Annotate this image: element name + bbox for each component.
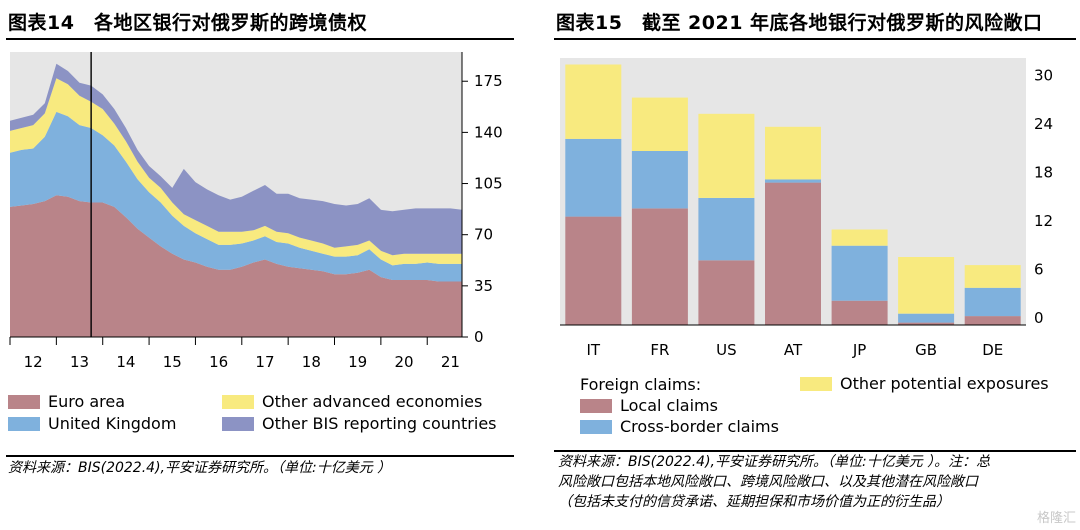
legend-swatch	[800, 376, 832, 391]
local-claims-bar	[698, 260, 755, 325]
cross-border-claims-bar	[831, 245, 888, 301]
other-potential-exposures-bar	[765, 126, 821, 180]
legend-cross-border: Cross-border claims	[580, 417, 779, 436]
y-tick-label: 18	[1034, 163, 1053, 181]
legend-swatch	[8, 416, 40, 431]
legend-label: Other potential exposures	[840, 374, 1049, 393]
local-claims-bar	[565, 216, 622, 325]
left-chart-panel: 图表14 各地区银行对俄罗斯的跨境债权 0 35 70 105 140 175 12 13 14…	[0, 0, 520, 530]
x-tick-label: FR	[650, 341, 669, 359]
area-chart: 0 35 70 105 140 175 12 13 14 15 16 17 18 19 20 21	[9, 52, 503, 371]
united-kingdom-area	[10, 111, 462, 282]
x-tick-label: US	[716, 341, 737, 359]
title-rule	[6, 38, 514, 40]
legend-label: Local claims	[620, 396, 718, 415]
y-tick-label: 0	[474, 328, 484, 346]
legend-other-advanced: Other advanced economies	[222, 392, 482, 411]
cross-border-claims-bar	[631, 151, 688, 209]
source-line: 风险敞口包括本地风险敞口、跨境风险敞口、以及其他潜在风险敞口	[558, 474, 978, 490]
x-tick-label: DE	[982, 341, 1003, 359]
legend-other-bis: Other BIS reporting countries	[222, 414, 497, 433]
other-potential-exposures-bar	[831, 229, 888, 246]
other-potential-exposures-bar	[698, 113, 755, 198]
y-tick-label: 30	[1034, 66, 1053, 84]
x-tick-label: 12	[24, 353, 43, 371]
legend-title: Foreign claims:	[580, 375, 702, 394]
legend-united-kingdom: United Kingdom	[8, 414, 176, 433]
legend-swatch	[222, 394, 254, 409]
x-tick-label: AT	[784, 341, 803, 359]
x-tick-label: 15	[163, 353, 182, 371]
euro-area-area	[10, 195, 462, 337]
legend-label: United Kingdom	[48, 414, 177, 433]
chart-title: 图表15 截至 2021 年底各地银行对俄罗斯的风险敞口	[556, 12, 1043, 34]
other-potential-exposures-bar	[565, 64, 622, 139]
local-claims-bar	[898, 322, 955, 325]
bar-chart: IT FR US AT JP GB DE 0 6 12 18 24 30	[560, 58, 1053, 359]
x-tick-label: 16	[209, 353, 228, 371]
source-line: 资料来源：BIS(2022.4),平安证券研究所。（单位:十亿美元 ）。注：总	[558, 454, 991, 470]
local-claims-bar	[831, 300, 888, 325]
x-tick-label: 17	[255, 353, 274, 371]
legend-swatch	[580, 398, 612, 413]
other-advanced-economies-area	[10, 78, 462, 266]
source-line: （包括未支付的信贷承诺、延期担保和市场价值为正的衍生品）	[558, 494, 950, 510]
cross-border-claims-bar	[765, 179, 821, 183]
watermark: 格隆汇	[1036, 511, 1076, 526]
y-tick-label: 175	[474, 72, 503, 90]
local-claims-bar	[964, 316, 1021, 325]
legend-euro-area: Euro area	[8, 392, 125, 411]
local-claims-bar	[765, 182, 821, 325]
source-note: 资料来源：BIS(2022.4),平安证券研究所。（单位:十亿美元 ）	[8, 460, 392, 476]
legend-swatch	[580, 419, 612, 434]
x-tick-label: GB	[915, 341, 937, 359]
y-tick-label: 6	[1034, 260, 1044, 278]
source-note: 资料来源：BIS(2022.4),平安证券研究所。（单位:十亿美元 ）。注：总 …	[558, 452, 990, 512]
local-claims-bar	[631, 208, 688, 325]
x-tick-label: 20	[395, 353, 414, 371]
y-tick-label: 24	[1034, 115, 1053, 133]
x-tick-label: 18	[302, 353, 321, 371]
x-tick-label: 13	[70, 353, 89, 371]
title-rule	[554, 38, 1076, 40]
source-rule	[554, 450, 1076, 452]
x-tick-label: 21	[441, 353, 460, 371]
legend-label: Cross-border claims	[620, 417, 779, 436]
x-tick-label: 14	[116, 353, 135, 371]
legend-label: Other advanced economies	[262, 392, 483, 411]
legend-label: Euro area	[48, 392, 126, 411]
legend-local-claims: Local claims	[580, 396, 718, 415]
y-tick-label: 70	[474, 226, 493, 244]
right-chart-panel: 图表15 截至 2021 年底各地银行对俄罗斯的风险敞口 IT FR US AT JP G…	[548, 0, 1080, 530]
legend-other-potential: Other potential exposures	[800, 374, 1049, 393]
cross-border-claims-bar	[698, 198, 755, 261]
y-tick-label: 140	[474, 123, 503, 141]
y-tick-label: 105	[474, 175, 503, 193]
x-tick-label: 19	[348, 353, 367, 371]
cross-border-claims-bar	[565, 138, 622, 217]
cross-border-claims-bar	[964, 287, 1021, 317]
legend-label: Other BIS reporting countries	[262, 414, 497, 433]
other-potential-exposures-bar	[898, 257, 955, 314]
y-tick-label: 35	[474, 277, 493, 295]
chart-title: 图表14 各地区银行对俄罗斯的跨境债权	[8, 12, 367, 34]
other-potential-exposures-bar	[964, 265, 1021, 288]
source-rule	[6, 455, 514, 457]
x-tick-label: JP	[852, 341, 866, 359]
y-tick-label: 12	[1034, 212, 1053, 230]
other-potential-exposures-bar	[631, 97, 688, 151]
x-tick-label: IT	[586, 341, 600, 359]
y-tick-label: 0	[1034, 309, 1044, 327]
legend-swatch	[8, 394, 40, 409]
legend-swatch	[222, 416, 254, 431]
other-bis-reporting-countries-area	[10, 63, 462, 256]
cross-border-claims-bar	[898, 313, 955, 323]
